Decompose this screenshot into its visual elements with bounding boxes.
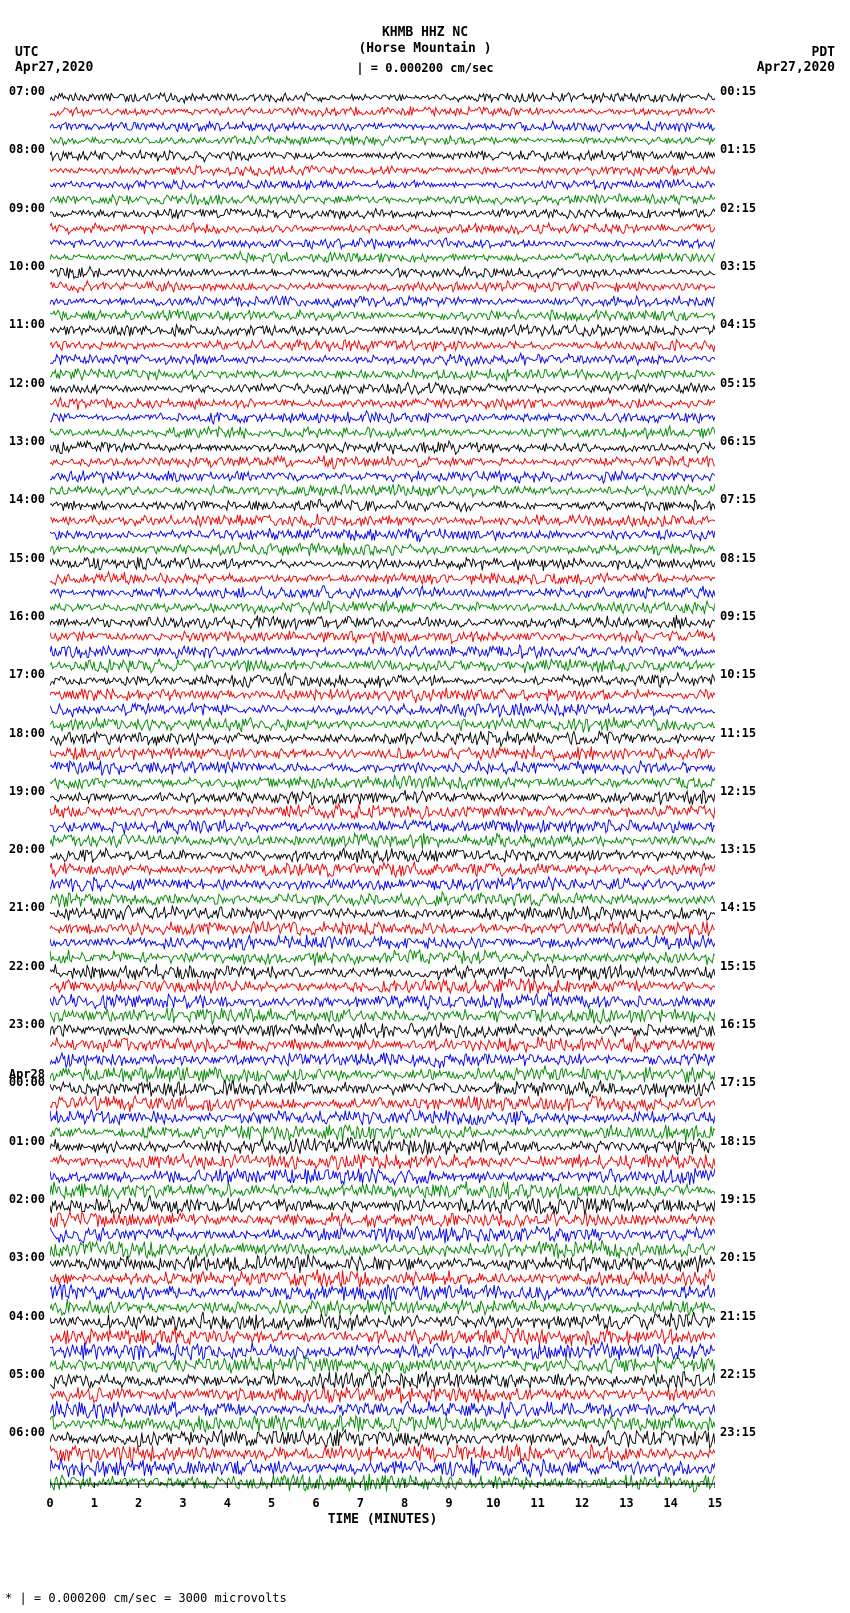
- seismogram-plot: 07:0000:1508:0001:1509:0002:1510:0003:15…: [50, 90, 715, 1490]
- utc-time-label: 08:00: [9, 142, 45, 156]
- pdt-time-label: 19:15: [720, 1192, 756, 1206]
- pdt-time-label: 03:15: [720, 259, 756, 273]
- utc-time-label: 04:00: [9, 1309, 45, 1323]
- x-tick-label: 13: [619, 1496, 633, 1510]
- utc-header: UTC Apr27,2020: [15, 45, 93, 75]
- pdt-time-label: 02:15: [720, 201, 756, 215]
- pdt-time-label: 08:15: [720, 551, 756, 565]
- x-tick-label: 12: [575, 1496, 589, 1510]
- pdt-time-label: 06:15: [720, 434, 756, 448]
- station-code: KHMB HHZ NC: [0, 25, 850, 41]
- x-tick-label: 8: [401, 1496, 408, 1510]
- utc-time-label: 01:00: [9, 1134, 45, 1148]
- scale-indicator: | = 0.000200 cm/sec: [0, 61, 850, 75]
- seismogram-container: UTC Apr27,2020 PDT Apr27,2020 KHMB HHZ N…: [0, 0, 850, 1613]
- x-tick-label: 14: [663, 1496, 677, 1510]
- x-tick-label: 6: [312, 1496, 319, 1510]
- utc-time-label: 00:00: [9, 1075, 45, 1089]
- utc-time-label: 15:00: [9, 551, 45, 565]
- pdt-time-label: 14:15: [720, 900, 756, 914]
- tz-left-name: UTC: [15, 45, 93, 60]
- pdt-time-label: 18:15: [720, 1134, 756, 1148]
- pdt-time-label: 01:15: [720, 142, 756, 156]
- utc-time-label: 07:00: [9, 84, 45, 98]
- utc-time-label: 23:00: [9, 1017, 45, 1031]
- pdt-header: PDT Apr27,2020: [757, 45, 835, 75]
- pdt-time-label: 23:15: [720, 1425, 756, 1439]
- utc-time-label: 11:00: [9, 317, 45, 331]
- x-tick-label: 11: [530, 1496, 544, 1510]
- x-tick-label: 9: [445, 1496, 452, 1510]
- pdt-time-label: 04:15: [720, 317, 756, 331]
- x-tick-label: 5: [268, 1496, 275, 1510]
- x-tick-label: 10: [486, 1496, 500, 1510]
- utc-time-label: 09:00: [9, 201, 45, 215]
- tz-right-name: PDT: [757, 45, 835, 60]
- pdt-time-label: 09:15: [720, 609, 756, 623]
- x-tick-label: 1: [91, 1496, 98, 1510]
- pdt-time-label: 10:15: [720, 667, 756, 681]
- utc-time-label: 05:00: [9, 1367, 45, 1381]
- x-tick-label: 3: [179, 1496, 186, 1510]
- utc-time-label: 19:00: [9, 784, 45, 798]
- utc-time-label: 21:00: [9, 900, 45, 914]
- pdt-time-label: 13:15: [720, 842, 756, 856]
- pdt-time-label: 20:15: [720, 1250, 756, 1264]
- utc-time-label: 22:00: [9, 959, 45, 973]
- x-tick-label: 4: [224, 1496, 231, 1510]
- pdt-time-label: 11:15: [720, 726, 756, 740]
- utc-time-label: 16:00: [9, 609, 45, 623]
- pdt-time-label: 07:15: [720, 492, 756, 506]
- tz-left-date: Apr27,2020: [15, 60, 93, 75]
- pdt-time-label: 16:15: [720, 1017, 756, 1031]
- utc-time-label: 12:00: [9, 376, 45, 390]
- pdt-time-label: 21:15: [720, 1309, 756, 1323]
- x-axis-ticks: [50, 1482, 715, 1494]
- utc-time-label: 02:00: [9, 1192, 45, 1206]
- pdt-time-label: 05:15: [720, 376, 756, 390]
- tz-right-date: Apr27,2020: [757, 60, 835, 75]
- utc-time-label: 13:00: [9, 434, 45, 448]
- utc-time-label: 20:00: [9, 842, 45, 856]
- utc-time-label: 14:00: [9, 492, 45, 506]
- x-tick-label: 2: [135, 1496, 142, 1510]
- footer-scale-note: * | = 0.000200 cm/sec = 3000 microvolts: [5, 1591, 287, 1605]
- x-tick-label: 0: [46, 1496, 53, 1510]
- pdt-time-label: 15:15: [720, 959, 756, 973]
- chart-header: KHMB HHZ NC (Horse Mountain ) | = 0.0002…: [0, 0, 850, 75]
- utc-time-label: 03:00: [9, 1250, 45, 1264]
- pdt-time-label: 00:15: [720, 84, 756, 98]
- x-tick-label: 7: [357, 1496, 364, 1510]
- utc-time-label: 06:00: [9, 1425, 45, 1439]
- x-axis-label: TIME (MINUTES): [50, 1512, 715, 1527]
- utc-time-label: 18:00: [9, 726, 45, 740]
- pdt-time-label: 12:15: [720, 784, 756, 798]
- utc-time-label: 10:00: [9, 259, 45, 273]
- station-location: (Horse Mountain ): [0, 41, 850, 57]
- pdt-time-label: 22:15: [720, 1367, 756, 1381]
- x-tick-label: 15: [708, 1496, 722, 1510]
- pdt-time-label: 17:15: [720, 1075, 756, 1089]
- utc-time-label: 17:00: [9, 667, 45, 681]
